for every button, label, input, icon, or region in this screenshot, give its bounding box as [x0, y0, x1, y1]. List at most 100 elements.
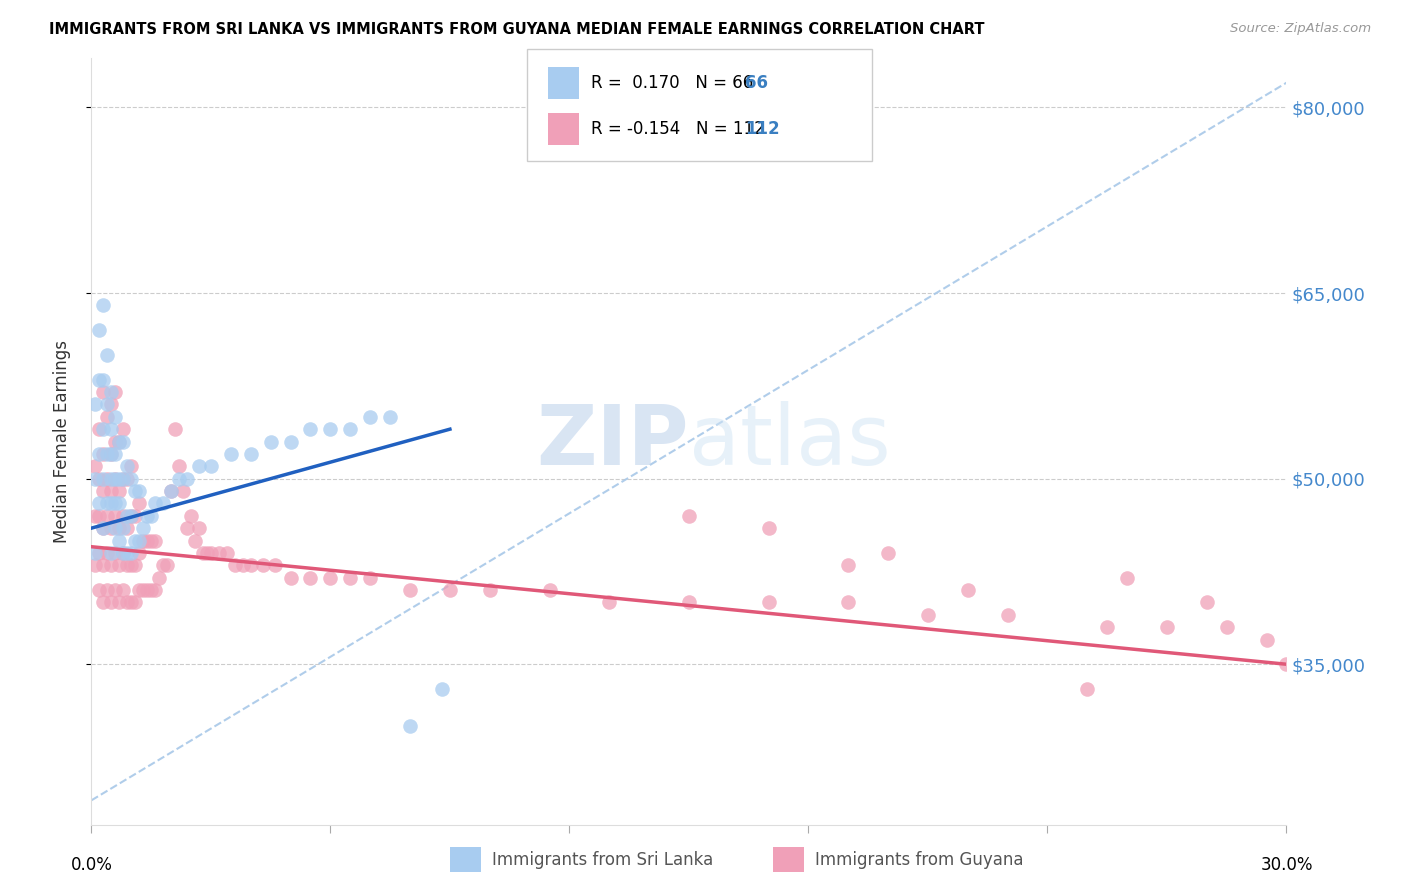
Point	[112, 546, 135, 560]
Point	[100, 422, 122, 436]
Point	[439, 582, 461, 597]
Point	[89, 496, 111, 510]
Text: Immigrants from Sri Lanka: Immigrants from Sri Lanka	[492, 851, 713, 869]
Point	[104, 385, 127, 400]
Point	[167, 472, 190, 486]
Point	[917, 607, 939, 622]
Point	[112, 508, 135, 523]
Point	[156, 558, 179, 573]
Point	[263, 558, 285, 573]
Point	[100, 472, 122, 486]
Point	[93, 422, 115, 436]
Text: ZIP: ZIP	[537, 401, 689, 482]
Point	[184, 533, 207, 548]
Point	[93, 558, 115, 573]
Point	[208, 546, 231, 560]
Point	[84, 546, 107, 560]
Text: R = -0.154   N = 112: R = -0.154 N = 112	[591, 120, 765, 138]
Point	[956, 582, 979, 597]
Point	[108, 533, 131, 548]
Point	[339, 571, 361, 585]
Point	[104, 434, 127, 449]
Point	[167, 459, 190, 474]
Point	[141, 508, 162, 523]
Point	[104, 447, 127, 461]
Point	[84, 397, 107, 411]
Point	[115, 521, 138, 535]
Point	[152, 496, 174, 510]
Text: Immigrants from Guyana: Immigrants from Guyana	[815, 851, 1024, 869]
Point	[89, 323, 111, 337]
Point	[1256, 632, 1278, 647]
Point	[100, 558, 122, 573]
Point	[96, 348, 118, 362]
Point	[104, 472, 127, 486]
Point	[252, 558, 274, 573]
Point	[538, 582, 561, 597]
Point	[188, 459, 211, 474]
Point	[115, 472, 138, 486]
Point	[997, 607, 1019, 622]
Point	[115, 558, 138, 573]
Point	[259, 434, 281, 449]
Point	[1195, 595, 1218, 609]
Point	[136, 508, 159, 523]
Point	[93, 373, 115, 387]
Text: 30.0%: 30.0%	[1260, 855, 1313, 874]
Point	[1076, 681, 1098, 696]
Point	[141, 533, 162, 548]
Point	[141, 582, 162, 597]
Point	[120, 508, 142, 523]
Point	[112, 422, 135, 436]
Point	[93, 521, 115, 535]
Point	[100, 397, 122, 411]
Point	[115, 508, 138, 523]
Point	[136, 582, 159, 597]
Point	[93, 385, 115, 400]
Point	[100, 521, 122, 535]
Point	[104, 508, 127, 523]
Point	[115, 459, 138, 474]
Point	[232, 558, 254, 573]
Point	[100, 595, 122, 609]
Point	[120, 546, 142, 560]
Point	[104, 472, 127, 486]
Point	[93, 483, 115, 498]
Point	[128, 582, 150, 597]
Point	[1116, 571, 1139, 585]
Point	[143, 496, 166, 510]
Point	[136, 533, 159, 548]
Point	[108, 521, 131, 535]
Text: IMMIGRANTS FROM SRI LANKA VS IMMIGRANTS FROM GUYANA MEDIAN FEMALE EARNINGS CORRE: IMMIGRANTS FROM SRI LANKA VS IMMIGRANTS …	[49, 22, 984, 37]
Point	[128, 533, 150, 548]
Point	[148, 571, 170, 585]
Point	[319, 571, 342, 585]
Point	[104, 496, 127, 510]
Point	[104, 546, 127, 560]
Point	[176, 472, 198, 486]
Point	[128, 546, 150, 560]
Point	[160, 483, 183, 498]
Point	[837, 595, 859, 609]
Point	[93, 447, 115, 461]
Point	[120, 595, 142, 609]
Point	[758, 521, 780, 535]
Point	[160, 483, 183, 498]
Point	[108, 496, 131, 510]
Point	[100, 496, 122, 510]
Point	[93, 595, 115, 609]
Point	[108, 472, 131, 486]
Point	[120, 508, 142, 523]
Text: atlas: atlas	[689, 401, 890, 482]
Point	[96, 472, 118, 486]
Point	[84, 558, 107, 573]
Text: Source: ZipAtlas.com: Source: ZipAtlas.com	[1230, 22, 1371, 36]
Point	[108, 483, 131, 498]
Point	[132, 582, 155, 597]
Text: 66: 66	[745, 74, 768, 92]
Point	[112, 546, 135, 560]
Text: R =  0.170   N = 66: R = 0.170 N = 66	[591, 74, 752, 92]
Point	[96, 508, 118, 523]
Point	[299, 422, 322, 436]
Point	[280, 434, 302, 449]
